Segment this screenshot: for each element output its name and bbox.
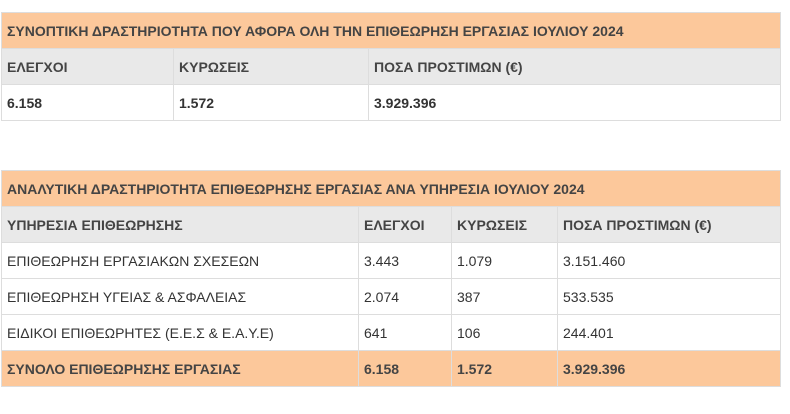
- checks-value: 2.074: [358, 278, 452, 315]
- summary-table: ΣΥΝΟΠΤΙΚΗ ΔΡΑΣΤΗΡΙΟΤΗΤΑ ΠΟΥ ΑΦΟΡΑ ΟΛΗ ΤΗ…: [0, 12, 782, 121]
- total-fines: 3.929.396: [556, 350, 782, 387]
- summary-values-row: 6.158 1.572 3.929.396: [1, 84, 782, 121]
- fines-value: 3.151.460: [556, 242, 782, 279]
- detail-table: ΑΝΑΛΥΤΙΚΗ ΔΡΑΣΤΗΡΙΟΤΗΤΑ ΕΠΙΘΕΩΡΗΣΗΣ ΕΡΓΑ…: [0, 170, 782, 387]
- service-name: ΕΙΔΙΚΟΙ ΕΠΙΘΕΩΡΗΤΕΣ (Ε.Ε.Σ & Ε.Α.Υ.Ε): [1, 314, 359, 351]
- value-sanctions: 1.572: [173, 84, 369, 121]
- detail-title: ΑΝΑΛΥΤΙΚΗ ΔΡΑΣΤΗΡΙΟΤΗΤΑ ΕΠΙΘΕΩΡΗΣΗΣ ΕΡΓΑ…: [0, 170, 782, 207]
- fines-value: 244.401: [556, 314, 782, 351]
- sanctions-value: 106: [451, 314, 558, 351]
- detail-header-row: ΥΠΗΡΕΣΙΑ ΕΠΙΘΕΩΡΗΣΗΣ ΕΛΕΓΧΟΙ ΚΥΡΩΣΕΙΣ ΠΟ…: [1, 206, 782, 243]
- value-checks: 6.158: [1, 84, 174, 121]
- total-row: ΣΥΝΟΛΟ ΕΠΙΘΕΩΡΗΣΗΣ ΕΡΓΑΣΙΑΣ 6.158 1.572 …: [1, 350, 782, 387]
- total-sanctions: 1.572: [451, 350, 558, 387]
- fines-value: 533.535: [556, 278, 782, 315]
- service-name: ΕΠΙΘΕΩΡΗΣΗ ΥΓΕΙΑΣ & ΑΣΦΑΛΕΙΑΣ: [1, 278, 359, 315]
- checks-value: 3.443: [358, 242, 452, 279]
- summary-header-row: ΕΛΕΓΧΟΙ ΚΥΡΩΣΕΙΣ ΠΟΣΑ ΠΡΟΣΤΙΜΩΝ (€): [1, 48, 782, 85]
- header-checks: ΕΛΕΓΧΟΙ: [1, 48, 174, 85]
- checks-value: 641: [358, 314, 452, 351]
- value-fines: 3.929.396: [367, 84, 782, 121]
- sanctions-value: 1.079: [451, 242, 558, 279]
- summary-title: ΣΥΝΟΠΤΙΚΗ ΔΡΑΣΤΗΡΙΟΤΗΤΑ ΠΟΥ ΑΦΟΡΑ ΟΛΗ ΤΗ…: [0, 12, 782, 49]
- table-row: ΕΠΙΘΕΩΡΗΣΗ ΥΓΕΙΑΣ & ΑΣΦΑΛΕΙΑΣ 2.074 387 …: [1, 278, 782, 315]
- sanctions-value: 387: [451, 278, 558, 315]
- total-checks: 6.158: [358, 350, 452, 387]
- header-fines: ΠΟΣΑ ΠΡΟΣΤΙΜΩΝ (€): [556, 206, 782, 243]
- header-checks: ΕΛΕΓΧΟΙ: [358, 206, 452, 243]
- summary-title-row: ΣΥΝΟΠΤΙΚΗ ΔΡΑΣΤΗΡΙΟΤΗΤΑ ΠΟΥ ΑΦΟΡΑ ΟΛΗ ΤΗ…: [0, 12, 782, 49]
- header-sanctions: ΚΥΡΩΣΕΙΣ: [173, 48, 369, 85]
- detail-title-row: ΑΝΑΛΥΤΙΚΗ ΔΡΑΣΤΗΡΙΟΤΗΤΑ ΕΠΙΘΕΩΡΗΣΗΣ ΕΡΓΑ…: [0, 170, 782, 207]
- header-sanctions: ΚΥΡΩΣΕΙΣ: [451, 206, 558, 243]
- table-row: ΕΠΙΘΕΩΡΗΣΗ ΕΡΓΑΣΙΑΚΩΝ ΣΧΕΣΕΩΝ 3.443 1.07…: [1, 242, 782, 279]
- header-service: ΥΠΗΡΕΣΙΑ ΕΠΙΘΕΩΡΗΣΗΣ: [1, 206, 359, 243]
- header-fines: ΠΟΣΑ ΠΡΟΣΤΙΜΩΝ (€): [367, 48, 782, 85]
- table-row: ΕΙΔΙΚΟΙ ΕΠΙΘΕΩΡΗΤΕΣ (Ε.Ε.Σ & Ε.Α.Υ.Ε) 64…: [1, 314, 782, 351]
- total-label: ΣΥΝΟΛΟ ΕΠΙΘΕΩΡΗΣΗΣ ΕΡΓΑΣΙΑΣ: [1, 350, 359, 387]
- service-name: ΕΠΙΘΕΩΡΗΣΗ ΕΡΓΑΣΙΑΚΩΝ ΣΧΕΣΕΩΝ: [1, 242, 359, 279]
